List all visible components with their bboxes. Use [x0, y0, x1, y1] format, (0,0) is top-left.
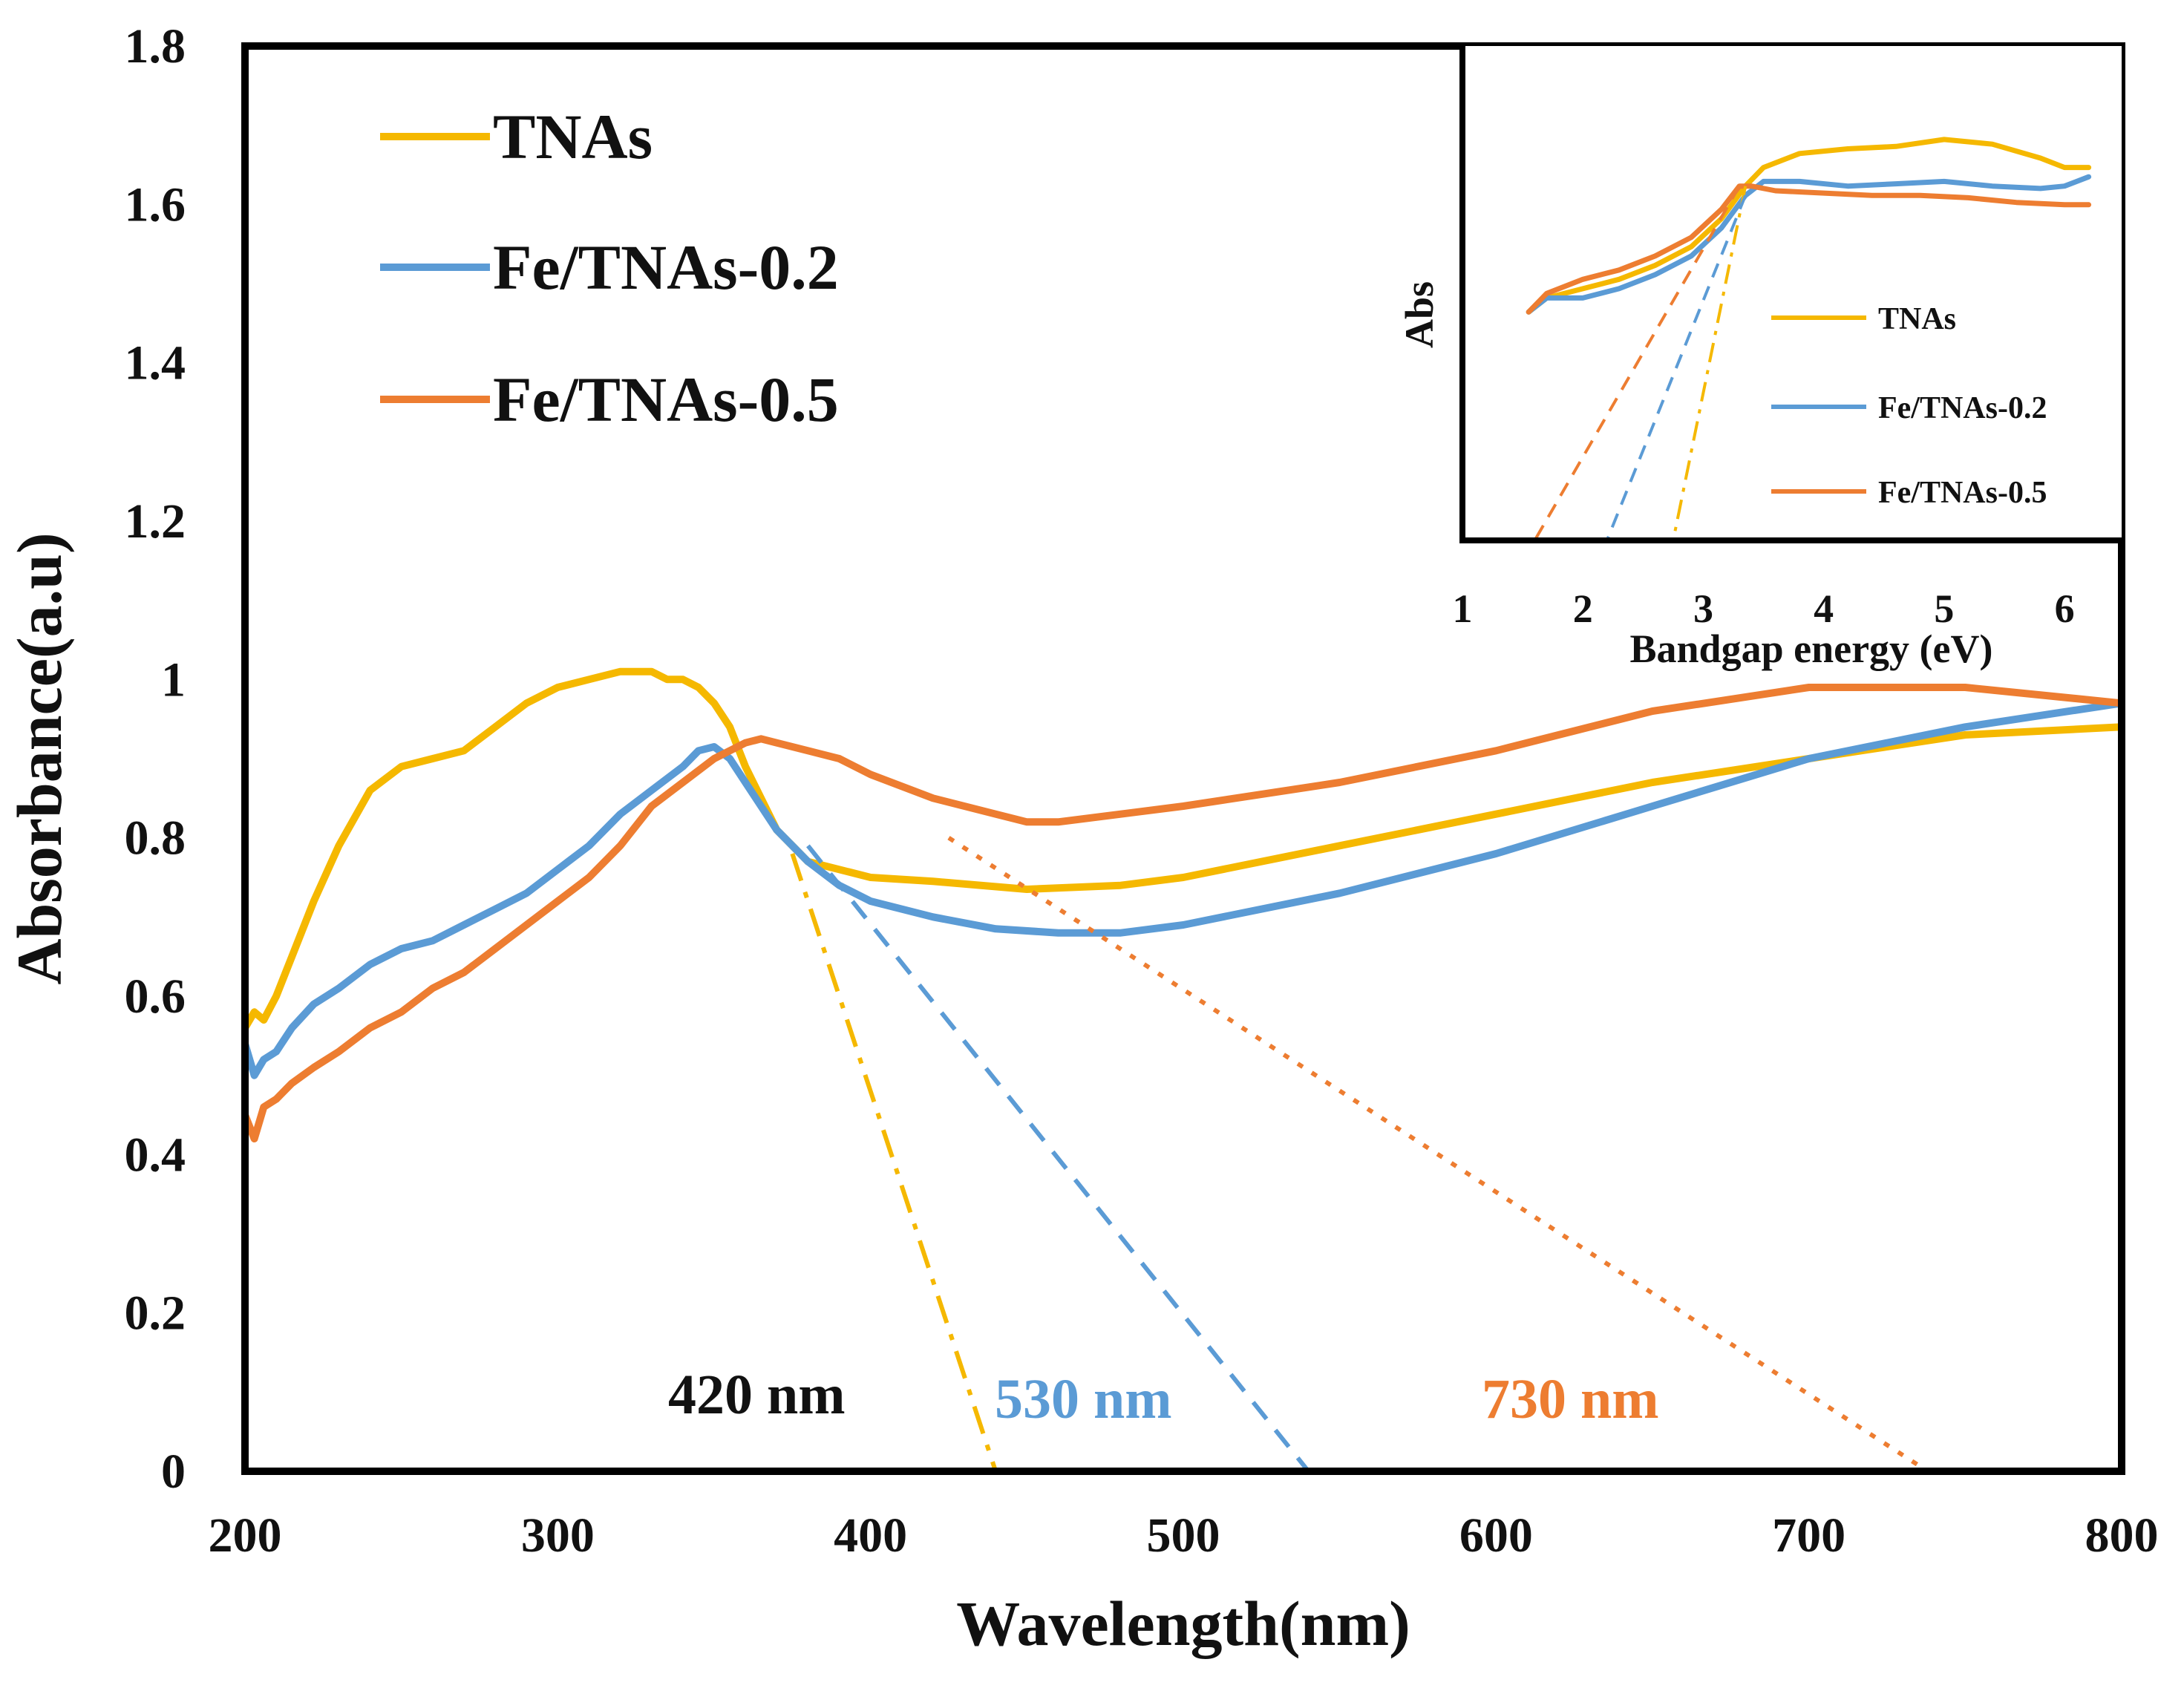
- y-tick-label: 0.8: [125, 811, 186, 866]
- annotation-730nm: 730 nm: [1482, 1368, 1659, 1430]
- inset-legend-label-fe05: Fe/TNAs-0.5: [1878, 476, 2047, 510]
- y-tick-label: 0.6: [125, 969, 186, 1024]
- x-tick-label: 600: [1459, 1508, 1533, 1563]
- tangent-line-fe-tnas-0-2: [806, 844, 1310, 1473]
- legend-label-tnas: TNAs: [493, 101, 653, 172]
- inset-chart: 1 2 3 4 5 6 Bandgap energy (eV) Abs TNAs Fe/T…: [1397, 46, 2122, 671]
- tangent-line-fe-tnas-0-5: [947, 836, 1929, 1474]
- legend-label-fe02: Fe/TNAs-0.2: [493, 232, 839, 303]
- y-tick-label: 1.4: [125, 336, 186, 390]
- inset-x-axis-title: Bandgap energy (eV): [1630, 627, 1993, 671]
- x-tick-label: 500: [1147, 1508, 1220, 1563]
- y-axis-title: Absorbance(a.u): [4, 532, 75, 984]
- y-tick-label: 0: [161, 1445, 186, 1499]
- main-y-tick-labels: 0 0.2 0.4 0.6 0.8 1 1.2 1.4 1.6 1.8: [125, 19, 186, 1499]
- y-tick-label: 1.6: [125, 177, 186, 232]
- main-plot-frame: [241, 42, 2125, 1475]
- series-line-fe-tnas-0-5: [241, 684, 2125, 1142]
- inset-legend-label-fe02: Fe/TNAs-0.2: [1878, 391, 2047, 425]
- inset-x-tick-label: 5: [1934, 586, 1954, 631]
- y-tick-label: 1.2: [125, 494, 186, 549]
- x-axis-title: Wavelength(nm): [956, 1588, 1410, 1659]
- inset-legend-label-tnas: TNAs: [1878, 302, 1956, 336]
- tangent-line-tnas: [790, 853, 998, 1472]
- inset-legend: TNAs Fe/TNAs-0.2 Fe/TNAs-0.5: [1771, 302, 2047, 510]
- inset-x-tick-label: 1: [1453, 586, 1473, 631]
- main-series-group: [241, 667, 2125, 1142]
- inset-x-tick-label: 4: [1814, 586, 1834, 631]
- inset-tangent-line-fe-tnas-0-2: [1605, 194, 1747, 541]
- annotation-420nm: 420 nm: [668, 1364, 846, 1426]
- x-tick-label: 800: [2085, 1508, 2159, 1563]
- inset-series-line-fe-tnas-0-2: [1526, 174, 2092, 315]
- inset-tangent-line-fe-tnas-0-5: [1533, 185, 1741, 542]
- inset-y-axis-title: Abs: [1397, 281, 1442, 348]
- series-line-tnas: [241, 667, 2125, 1032]
- inset-series-line-fe-tnas-0-5: [1526, 183, 2092, 315]
- x-tick-label: 300: [521, 1508, 595, 1563]
- inset-x-tick-label: 3: [1693, 586, 1713, 631]
- inset-x-tick-label: 6: [2055, 586, 2075, 631]
- inset-series-line-tnas: [1526, 137, 2092, 315]
- main-legend: TNAs Fe/TNAs-0.2 Fe/TNAs-0.5: [380, 101, 839, 435]
- y-tick-label: 0.4: [125, 1128, 186, 1182]
- y-tick-label: 1.8: [125, 19, 186, 73]
- inset-series-group: [1526, 137, 2092, 315]
- series-line-fe-tnas-0-2: [241, 699, 2125, 1079]
- legend-label-fe05: Fe/TNAs-0.5: [493, 364, 839, 435]
- inset-x-tick-label: 2: [1573, 586, 1593, 631]
- main-x-tick-labels: 200 300 400 500 600 700 800: [209, 1508, 2159, 1563]
- y-tick-label: 1: [161, 652, 186, 707]
- x-tick-label: 400: [834, 1508, 907, 1563]
- inset-x-tick-labels: 1 2 3 4 5 6: [1453, 586, 2075, 631]
- x-tick-label: 200: [209, 1508, 282, 1563]
- annotation-530nm: 530 nm: [995, 1368, 1172, 1430]
- x-tick-label: 700: [1772, 1508, 1845, 1563]
- tangent-annotations: 420 nm 530 nm 730 nm: [668, 1364, 1659, 1430]
- inset-tangent-lines: [1533, 185, 1747, 542]
- main-tangent-lines: [790, 836, 1929, 1474]
- y-tick-label: 0.2: [125, 1286, 186, 1341]
